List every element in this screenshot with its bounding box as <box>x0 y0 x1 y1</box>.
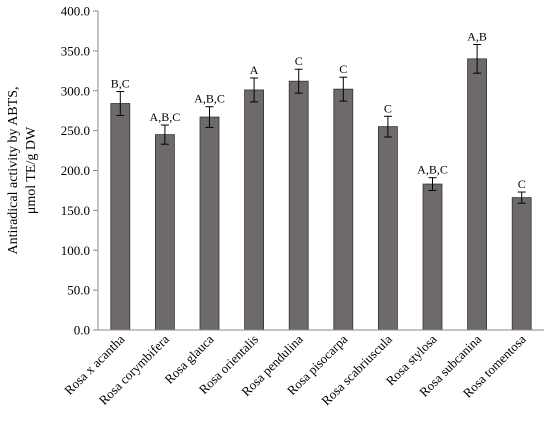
y-tick-label: 0.0 <box>74 323 90 338</box>
bar <box>199 116 220 331</box>
error-bars <box>116 43 526 204</box>
significance-label: C <box>295 54 303 68</box>
y-tick-label: 350.0 <box>61 43 90 58</box>
error-bar <box>205 106 214 128</box>
y-tick-label: 50.0 <box>67 283 90 298</box>
error-bar <box>116 91 125 116</box>
significance-label: A,B <box>467 29 487 43</box>
y-axis-title-line: Antiradical activity by ABTS, <box>6 87 21 255</box>
bar <box>333 88 354 331</box>
bar <box>467 58 488 331</box>
y-tick-label: 250.0 <box>61 123 90 138</box>
y-tick-label: 150.0 <box>61 203 90 218</box>
y-tick-label: 300.0 <box>61 83 90 98</box>
bar <box>244 89 265 331</box>
error-bar <box>339 76 348 102</box>
error-bar <box>160 124 169 145</box>
error-bar <box>473 43 482 74</box>
error-bar <box>250 77 259 103</box>
significance-label: C <box>339 62 347 76</box>
y-axis-title: Antiradical activity by ABTS, μmol TE/g D… <box>6 87 39 255</box>
significance-label: B,C <box>111 77 130 91</box>
significance-label: C <box>384 101 392 115</box>
bar <box>377 126 398 331</box>
error-bar <box>383 115 392 138</box>
y-axis-title-line: μmol TE/g DW <box>24 126 39 214</box>
significance-label: A,B,C <box>417 163 448 177</box>
y-tick-label: 100.0 <box>61 243 90 258</box>
y-tick-label: 200.0 <box>61 163 90 178</box>
error-bar <box>428 177 437 191</box>
significance-labels: B,C A,B,C A,B,C A C C C A,B,C A,B C <box>111 29 526 191</box>
significance-label: A <box>250 63 259 77</box>
bar <box>511 197 532 331</box>
error-bar <box>294 68 303 94</box>
y-tick-label: 400.0 <box>61 4 90 19</box>
bar <box>288 80 309 331</box>
y-axis-ticks: 0.0 50.0 100.0 150.0 200.0 250.0 300.0 350.0 400… <box>61 4 98 338</box>
error-bar <box>517 191 526 204</box>
bar <box>154 134 175 331</box>
significance-label: A,B,C <box>194 92 225 106</box>
bar <box>110 103 131 331</box>
significance-label: A,B,C <box>150 110 181 124</box>
significance-label: C <box>518 177 526 191</box>
bar <box>422 183 443 331</box>
bars <box>110 58 532 331</box>
